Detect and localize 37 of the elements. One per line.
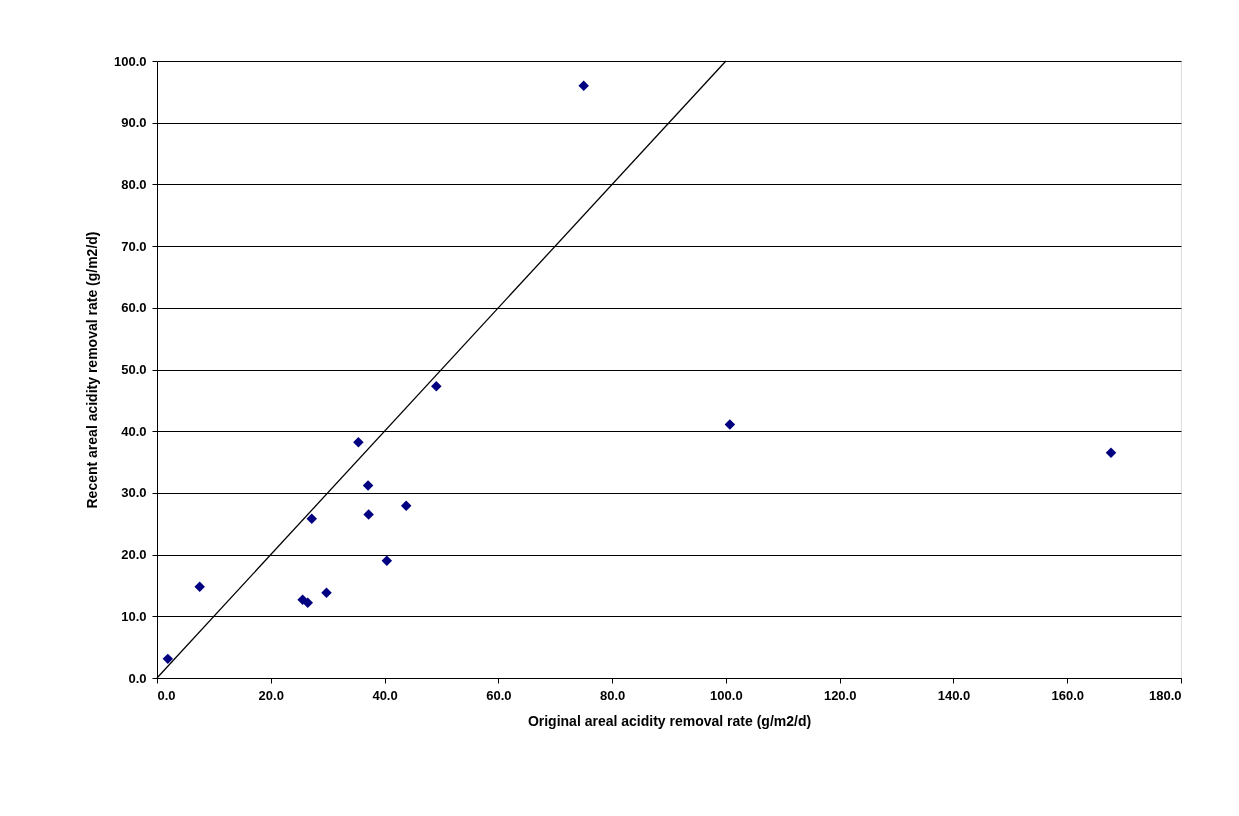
- y-tick-label: 40.0: [121, 423, 147, 439]
- point: [724, 419, 736, 430]
- x-axis-title: Original areal acidity removal rate (g/m2/d): [527, 712, 812, 729]
- x-tick-label: 20.0: [258, 687, 284, 703]
- y-tick-label: 60.0: [121, 300, 147, 316]
- y-tick-label: 80.0: [121, 176, 147, 192]
- point: [194, 581, 205, 592]
- x-tick-label: 80.0: [599, 687, 626, 703]
- x-tick-label: 100.0: [710, 687, 743, 703]
- y-tick-label: 20.0: [121, 547, 147, 563]
- point: [578, 80, 589, 91]
- point: [306, 513, 317, 525]
- y-tick-label: 90.0: [121, 115, 147, 131]
- x-tick-label: 180.0: [1148, 687, 1182, 703]
- x-tick-label: 140.0: [937, 687, 971, 703]
- x-tick-label: 120.0: [823, 687, 857, 703]
- point: [302, 597, 313, 608]
- point: [321, 587, 332, 599]
- y-tick-label: 70.0: [121, 238, 147, 254]
- point: [162, 653, 174, 665]
- x-tick-label: 60.0: [486, 687, 512, 703]
- point: [353, 437, 364, 448]
- point: [400, 500, 412, 512]
- y-tick-label: 30.0: [121, 485, 147, 501]
- point: [362, 480, 374, 491]
- point: [363, 509, 374, 520]
- y-tick-label: 10.0: [121, 608, 147, 624]
- point: [1105, 447, 1117, 459]
- point: [431, 380, 442, 392]
- y-tick-label: 50.0: [121, 362, 147, 377]
- x-tick-label: 40.0: [372, 687, 398, 703]
- y-axis-title: Recent areal acidity removal rate (g/m2/d): [83, 231, 100, 509]
- point: [381, 555, 393, 567]
- x-tick-label: 160.0: [1051, 687, 1084, 703]
- y-tick-label: 100.0: [113, 53, 147, 69]
- x-tick-label: 0.0: [157, 687, 176, 703]
- y-tick-label: 0.0: [128, 670, 147, 686]
